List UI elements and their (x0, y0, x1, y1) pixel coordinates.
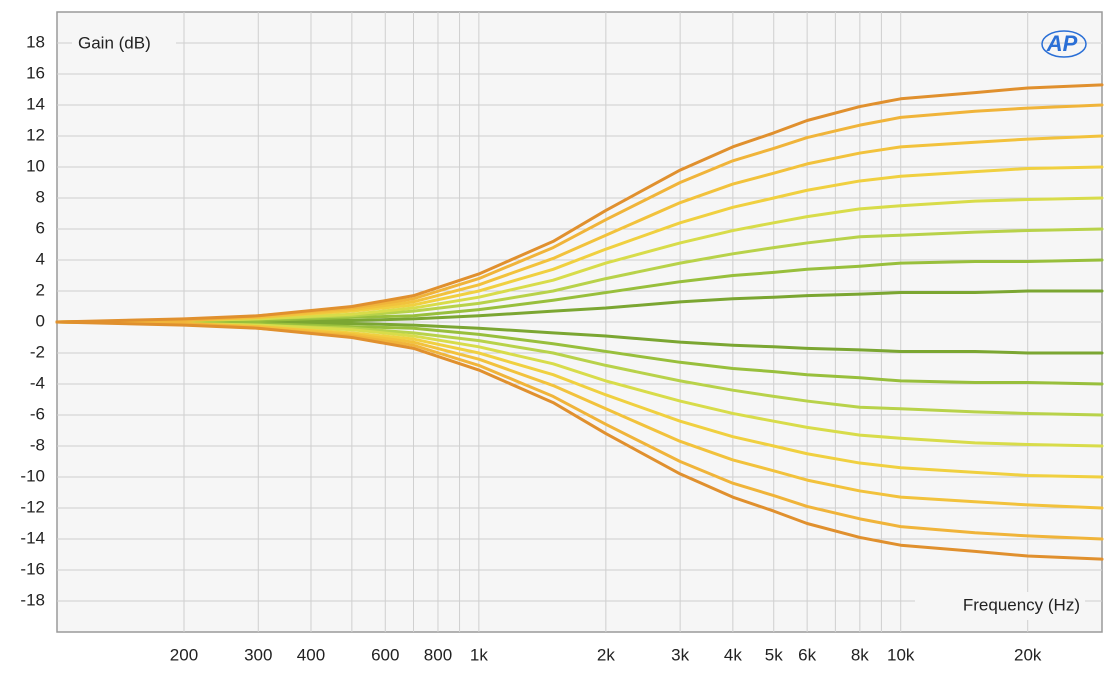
y-tick-label: -2 (30, 342, 45, 361)
curve (55, 196, 1104, 324)
x-tick-label: 20k (1014, 645, 1042, 664)
x-tick-label: 10k (887, 645, 915, 664)
y-tick-label: -12 (20, 497, 45, 516)
y-tick-label: 16 (26, 63, 45, 82)
curve (55, 83, 1104, 324)
y-tick-label: -4 (30, 373, 45, 392)
curve (55, 320, 1104, 448)
label-bg (72, 30, 176, 58)
x-tick-label: 800 (424, 645, 452, 664)
y-tick-label: 0 (36, 311, 45, 330)
y-tick-label: 6 (36, 218, 45, 237)
curve (55, 289, 1104, 324)
curve (55, 320, 1104, 510)
x-axis-label: Frequency (Hz) (963, 595, 1080, 614)
y-tick-label: 2 (36, 280, 45, 299)
x-tick-label: 600 (371, 645, 399, 664)
y-tick-label: -6 (30, 404, 45, 423)
y-tick-label: 14 (26, 94, 45, 113)
y-tick-label: -10 (20, 466, 45, 485)
y-tick-label: 12 (26, 125, 45, 144)
y-tick-label: 10 (26, 156, 45, 175)
curve (55, 134, 1104, 324)
label-bg (915, 592, 1085, 620)
x-tick-label: 6k (798, 645, 816, 664)
x-tick-label: 5k (765, 645, 783, 664)
y-axis-label: Gain (dB) (78, 33, 151, 52)
x-tick-label: 1k (470, 645, 488, 664)
y-tick-label: -14 (20, 528, 45, 547)
x-tick-label: 2k (597, 645, 615, 664)
x-tick-label: 8k (851, 645, 869, 664)
curve (55, 258, 1104, 324)
y-tick-label: -8 (30, 435, 45, 454)
logo-ring (1041, 30, 1087, 58)
y-tick-label: -18 (20, 590, 45, 609)
curve (55, 320, 1104, 355)
curve (55, 320, 1104, 561)
curve (55, 320, 1104, 386)
x-tick-label: 400 (297, 645, 325, 664)
y-tick-label: -16 (20, 559, 45, 578)
x-tick-label: 300 (244, 645, 272, 664)
y-tick-label: 4 (36, 249, 45, 268)
x-tick-label: 4k (724, 645, 742, 664)
y-tick-label: 18 (26, 32, 45, 51)
x-tick-label: 3k (671, 645, 689, 664)
y-tick-label: 8 (36, 187, 45, 206)
x-tick-label: 200 (170, 645, 198, 664)
logo: AP (1046, 31, 1078, 56)
